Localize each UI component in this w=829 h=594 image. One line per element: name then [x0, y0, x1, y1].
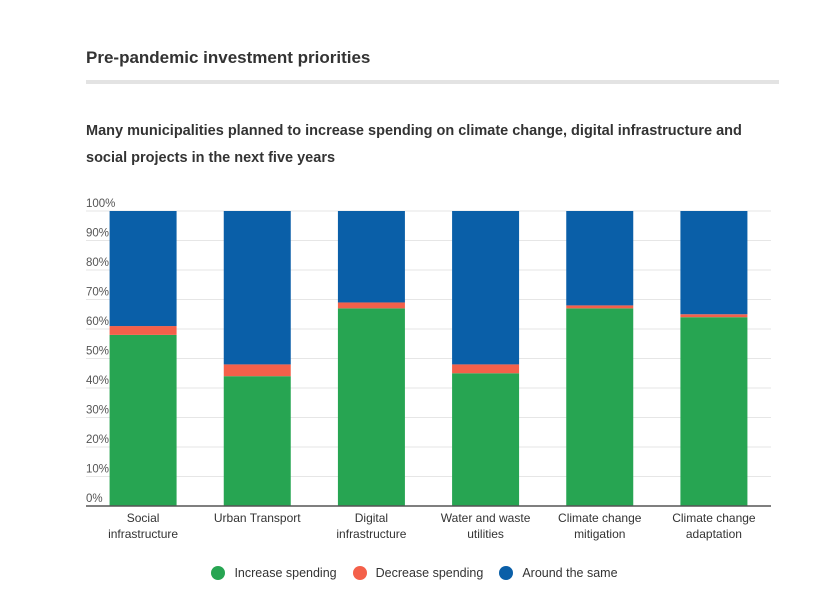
y-tick-label: 80%: [86, 257, 109, 269]
x-tick-label: infrastructure: [336, 527, 406, 541]
bar-segment: [109, 211, 177, 327]
x-tick-label: Water and waste: [441, 511, 531, 525]
bar-segment: [337, 308, 405, 506]
legend-item-decrease[interactable]: Decrease spending: [352, 566, 484, 580]
bar-segment: [452, 373, 520, 506]
legend-swatch-increase: [211, 566, 226, 580]
legend-label-same: Around the same: [522, 566, 618, 580]
bar-segment: [680, 314, 748, 318]
y-tick-label: 30%: [86, 405, 109, 417]
bar-segment: [566, 211, 634, 306]
x-tick-label: mitigation: [574, 527, 625, 541]
legend-swatch-decrease: [352, 566, 367, 580]
bar-segment: [566, 305, 634, 309]
bar-segment: [109, 326, 177, 335]
legend-item-same[interactable]: Around the same: [499, 566, 618, 580]
chart-subtitle: Many municipalities planned to increase …: [86, 123, 742, 166]
stacked-bar-chart: 0% 10% 20% 30% 40% 50% 60% 70% 80% 90% 100% Social i…: [86, 198, 771, 541]
x-tick-label: Urban Transport: [214, 511, 301, 525]
y-tick-label: 70%: [86, 287, 109, 299]
bar-segment: [223, 376, 291, 506]
title-divider: [86, 80, 779, 84]
bar-segment: [337, 211, 405, 303]
bar-segment: [566, 308, 634, 506]
x-tick-label: Climate change: [558, 511, 642, 525]
y-tick-label: 90%: [86, 228, 109, 240]
x-tick-label: adaptation: [686, 527, 742, 541]
y-tick-label: 20%: [86, 434, 109, 446]
legend-label-decrease: Decrease spending: [375, 566, 484, 580]
x-tick-label: infrastructure: [108, 527, 178, 541]
bar-segment: [223, 364, 291, 377]
bar-segment: [223, 211, 291, 365]
bar-segment: [452, 211, 520, 365]
legend-label-increase: Increase spending: [234, 566, 337, 580]
legend-swatch-same: [499, 566, 514, 580]
chart-title: Pre-pandemic investment priorities: [86, 48, 371, 67]
x-tick-label: Digital: [355, 511, 388, 525]
bar-segment: [337, 302, 405, 309]
bar-segment: [109, 334, 177, 506]
bar-segment: [680, 211, 748, 315]
y-tick-label: 40%: [86, 375, 109, 387]
x-tick-label: Social: [127, 511, 160, 525]
x-tick-label: utilities: [467, 527, 504, 541]
y-tick-label: 0%: [86, 493, 103, 505]
x-tick-label: Climate change: [672, 511, 756, 525]
y-tick-label: 10%: [86, 464, 109, 476]
bar-segment: [452, 364, 520, 374]
bar-segment: [680, 317, 748, 506]
chart-legend: Increase spending Decrease spending Arou…: [0, 566, 829, 580]
legend-item-increase[interactable]: Increase spending: [211, 566, 337, 580]
y-tick-label: 100%: [86, 198, 115, 210]
y-tick-label: 50%: [86, 346, 109, 358]
y-tick-label: 60%: [86, 316, 109, 328]
